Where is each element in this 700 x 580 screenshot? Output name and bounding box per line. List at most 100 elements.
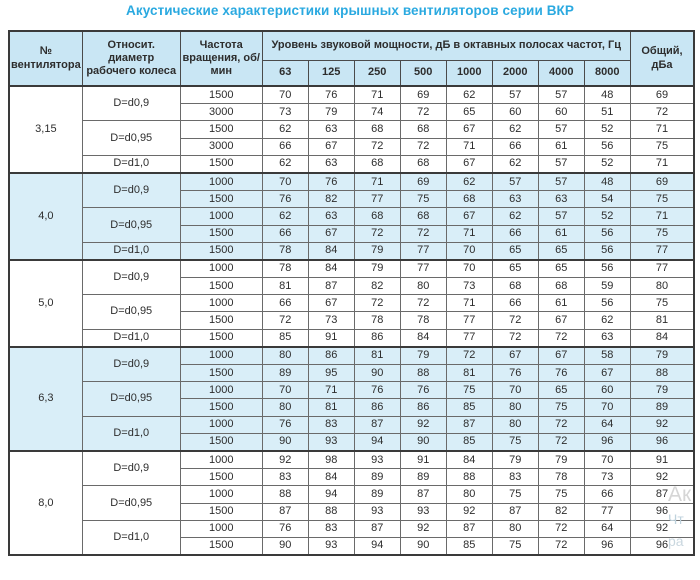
spl-value-cell: 76 [399, 381, 447, 400]
spl-value-cell: 66 [491, 294, 539, 313]
spl-value-cell: 87 [491, 502, 539, 521]
spl-value-cell: 72 [399, 137, 447, 156]
spl-value-cell: 64 [583, 519, 631, 538]
spl-value-cell: 71 [353, 171, 401, 192]
spl-value-cell: 83 [261, 468, 309, 487]
spl-value-cell: 60 [537, 103, 585, 122]
spl-value-cell: 80 [491, 415, 539, 434]
spl-value-cell: 78 [261, 241, 309, 261]
table-row: 3,15 D=d0,9 1500 70 76 71 69 62 57 57 48 69 [8, 85, 695, 174]
spl-value-cell: 94 [353, 536, 401, 556]
spl-value-cell: 57 [537, 85, 585, 105]
spl-value-cell: 57 [537, 120, 585, 139]
spl-value-cell: 83 [307, 519, 355, 538]
spl-value-cell: 72 [445, 345, 493, 365]
spl-value-cell: 81 [261, 277, 309, 296]
spl-value-cell: 88 [261, 485, 309, 504]
table-row: 1500 72 73 78 78 77 72 67 62 81 [9, 311, 695, 330]
spl-value-cell: 92 [261, 449, 309, 470]
diameter-cell: D=d0,95 [81, 120, 181, 156]
rpm-cell: 1500 [179, 311, 263, 330]
spl-value-cell: 62 [583, 311, 631, 330]
acoustic-characteristics-table: № вентилятора Относит. диаметр рабочего … [8, 30, 696, 557]
spl-value-cell: 62 [445, 171, 493, 192]
spl-value-cell: 85 [445, 398, 493, 417]
spl-value-cell: 88 [399, 363, 447, 383]
spl-value-cell: 98 [307, 449, 355, 470]
rpm-cell: 1500 [179, 85, 263, 105]
spl-value-cell: 75 [445, 381, 493, 400]
rpm-cell: 1000 [179, 345, 263, 365]
spl-value-cell: 75 [537, 485, 585, 504]
spl-value-cell: 69 [399, 85, 447, 105]
spl-value-cell: 76 [491, 363, 539, 383]
spl-value-cell: 79 [353, 241, 401, 261]
spl-value-cell: 65 [445, 103, 493, 122]
fan-number-cell: 6,3 [8, 345, 83, 452]
spl-value-cell: 62 [445, 85, 493, 105]
total-cell: 75 [629, 190, 695, 209]
total-cell: 69 [629, 171, 695, 192]
fan-number-cell: 8,0 [8, 449, 83, 556]
spl-value-cell: 94 [353, 432, 401, 452]
spl-value-cell: 61 [537, 224, 585, 243]
spl-value-cell: 72 [353, 294, 401, 313]
spl-value-cell: 80 [491, 398, 539, 417]
table-row: D=d0,95 1500 62 63 68 68 67 62 57 52 71 [9, 120, 695, 156]
spl-value-cell: 70 [491, 381, 539, 400]
spl-value-cell: 66 [261, 224, 309, 243]
diameter-header: Относит. диаметр рабочего колеса [81, 30, 181, 87]
total-cell: 71 [629, 207, 695, 226]
spl-value-cell: 96 [583, 536, 631, 556]
spl-value-cell: 68 [353, 154, 401, 174]
freq-header-cell: 125 [307, 60, 355, 87]
spl-value-cell: 72 [537, 432, 585, 452]
spl-value-cell: 52 [583, 207, 631, 226]
spl-value-cell: 67 [307, 294, 355, 313]
spl-value-cell: 91 [307, 328, 355, 348]
total-cell: 84 [629, 328, 695, 348]
spl-value-cell: 67 [307, 137, 355, 156]
spl-value-cell: 84 [399, 328, 447, 348]
rpm-cell: 1000 [179, 294, 263, 313]
spl-value-cell: 70 [261, 171, 309, 192]
spl-value-cell: 92 [399, 415, 447, 434]
table-header: № вентилятора Относит. диаметр рабочего … [8, 30, 695, 87]
spl-value-cell: 74 [353, 103, 401, 122]
spl-value-cell: 65 [491, 241, 539, 261]
spl-value-cell: 81 [445, 363, 493, 383]
spl-value-cell: 57 [491, 85, 539, 105]
spl-value-cell: 58 [583, 345, 631, 365]
total-cell: 77 [629, 241, 695, 261]
spl-value-cell: 63 [491, 190, 539, 209]
table-row: D=d1,0 1500 62 63 68 68 67 62 57 52 71 [9, 154, 695, 174]
total-header: Общий, дБа [629, 30, 695, 87]
spl-value-cell: 89 [353, 485, 401, 504]
rpm-cell: 3000 [179, 137, 263, 156]
spl-value-cell: 87 [445, 519, 493, 538]
spl-value-cell: 86 [353, 328, 401, 348]
spl-value-cell: 90 [261, 432, 309, 452]
spl-value-cell: 75 [491, 485, 539, 504]
rpm-cell: 1000 [179, 449, 263, 470]
spl-value-cell: 67 [491, 345, 539, 365]
spl-value-cell: 76 [537, 363, 585, 383]
spl-value-cell: 65 [537, 258, 585, 279]
spl-value-cell: 72 [399, 294, 447, 313]
diameter-cell: D=d0,95 [81, 381, 181, 417]
total-cell: 80 [629, 277, 695, 296]
spl-value-cell: 61 [537, 137, 585, 156]
spl-value-cell: 92 [399, 519, 447, 538]
spl-value-cell: 72 [537, 519, 585, 538]
diameter-cell: D=d0,95 [81, 207, 181, 243]
spl-value-cell: 67 [537, 345, 585, 365]
spl-value-cell: 84 [307, 468, 355, 487]
spl-value-cell: 52 [583, 154, 631, 174]
spl-value-cell: 77 [445, 311, 493, 330]
total-cell: 88 [629, 363, 695, 383]
table-row: 1500 80 81 86 86 85 80 75 70 89 [9, 398, 695, 417]
diameter-cell: D=d0,9 [81, 345, 181, 383]
spl-value-cell: 72 [353, 137, 401, 156]
table-row: 1500 90 93 94 90 85 75 72 96 96 [9, 536, 695, 556]
table-row: D=d1,0 1000 76 83 87 92 87 80 72 64 92 [9, 415, 695, 452]
